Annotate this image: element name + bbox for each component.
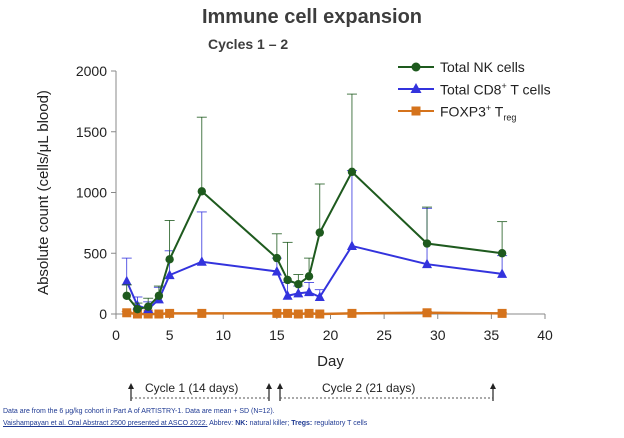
data-point-nk [122,291,131,300]
legend-cd8-prefix: Total CD8 [440,81,502,98]
footnote-nk-key: NK: [235,420,248,427]
legend-treg-sub: reg [503,112,517,123]
legend-treg-sup: + [485,103,492,113]
data-point-treg [132,309,142,319]
legend-treg-prefix: FOXP3 [440,103,486,120]
data-point-treg [422,308,432,318]
footnote-abbrev: Abbrev: [207,420,236,427]
chart-subtitle: Cycles 1 – 2 [208,36,289,52]
data-point-treg [283,308,293,318]
legend-cd8-label: Total CD8+ T cells [440,81,551,98]
y-tick-label: 2000 [76,63,107,79]
data-point-cd8 [164,269,175,280]
x-tick-label: 35 [484,327,500,343]
cycle-annotation: Cycle 1 (14 days) Cycle 2 (21 days) [112,378,512,404]
data-point-cd8 [304,286,315,297]
footnote-treg-value: regulatory T cells [312,420,368,427]
data-point-treg [165,308,175,318]
footnote-treg-key: Tregs: [291,420,313,427]
y-tick-label: 1500 [76,124,107,140]
data-point-nk [347,167,357,177]
data-point-treg [497,308,507,318]
data-point-treg [315,309,325,319]
data-point-nk [497,249,507,258]
legend-treg-marker [398,106,434,116]
data-point-cd8 [346,240,357,250]
data-point-treg [293,309,303,319]
x-tick-label: 20 [323,327,339,343]
data-point-nk [133,304,142,314]
data-point-nk [197,187,206,196]
x-tick-label: 40 [537,327,553,343]
y-tick-label: 0 [99,306,107,322]
chart-title: Immune cell expansion [201,6,423,28]
data-point-nk [304,272,314,281]
data-point-treg [304,308,314,318]
footnote-nk-value: natural killer; [247,420,292,427]
data-point-treg [154,309,164,319]
y-axis-label: Absolute count (cells/μL blood) [35,90,52,295]
cycle-arrows [128,383,496,401]
data-point-cd8 [282,290,293,300]
x-tick-label: 30 [430,327,446,343]
data-point-nk [165,255,174,264]
data-point-cd8 [293,287,304,298]
data-point-treg [197,308,207,318]
legend-treg-label: FOXP3+ Treg [440,103,516,122]
data-point-nk [315,228,324,237]
data-point-treg [347,308,357,318]
legend-cd8-sup: + [501,81,507,91]
x-tick-label: 10 [215,327,231,343]
legend-nk-label: Total NK cells [440,59,525,75]
data-point-cd8 [196,256,207,266]
data-point-nk [283,275,292,285]
y-tick-label: 500 [84,245,108,261]
cycle2-label: Cycle 2 (21 days) [322,381,416,395]
legend-cd8-suffix: T cells [506,81,551,98]
x-tick-label: 5 [166,327,174,343]
data-point-nk [294,280,303,289]
footnote-citation: Vaishampayan et al. Oral Abstract 2500 p… [3,420,208,427]
data-point-nk [272,253,282,263]
data-point-cd8 [314,291,325,301]
data-point-cd8 [121,275,132,286]
legend-cd8-marker [398,83,434,93]
data-point-nk [422,239,432,248]
data-point-cd8 [422,258,433,269]
cycle1-label: Cycle 1 (14 days) [145,381,239,395]
series-line-nk [125,170,503,311]
series-line-treg [126,311,503,316]
x-axis-label: Day [317,353,344,370]
data-point-treg [272,308,282,318]
x-tick-label: 25 [376,327,392,343]
legend-treg-T: T [491,103,504,120]
footnote-line1: Data are from the 6 μg/kg cohort in Part… [3,408,275,415]
data-point-treg [122,308,132,318]
data-point-nk [154,291,164,300]
data-point-treg [143,309,153,319]
footnote-line2: Vaishampayan et al. Oral Abstract 2500 p… [3,420,367,427]
data-point-cd8 [497,268,508,278]
data-point-cd8 [271,265,282,276]
x-tick-label: 0 [112,327,120,343]
legend-nk-marker [398,62,434,72]
x-tick-label: 15 [269,327,285,343]
y-tick-label: 1000 [76,185,107,201]
data-point-nk [143,302,153,311]
